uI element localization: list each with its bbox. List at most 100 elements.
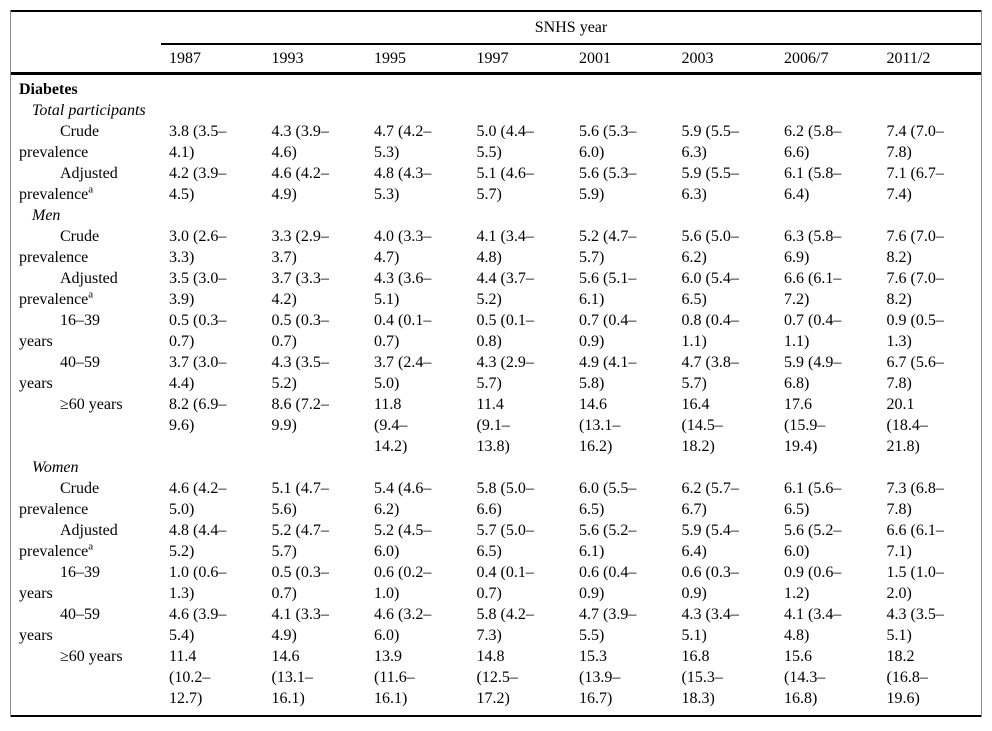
- data-cell: 4.3 (3.4– 5.1): [681, 606, 739, 644]
- empty-cell: [161, 74, 981, 101]
- data-cell: 5.1 (4.7– 5.6): [271, 480, 329, 518]
- data-cell: 5.2 (4.7– 5.7): [271, 522, 329, 560]
- data-cell: 6.3 (5.8– 6.9): [784, 228, 842, 266]
- row-label: Men: [11, 205, 161, 226]
- data-cell: 4.8 (4.3– 5.3): [374, 165, 432, 203]
- data-cell: 6.6 (6.1– 7.1): [886, 522, 944, 560]
- data-cell: 5.0 (4.4– 5.5): [476, 123, 534, 161]
- row-label-text: Women: [32, 459, 79, 476]
- data-cell: 17.6 (15.9– 19.4): [784, 396, 826, 455]
- row-label-text: Crude prevalence: [19, 480, 100, 518]
- row-label-text: Adjusted prevalence: [19, 522, 118, 560]
- footnote-marker: a: [88, 540, 94, 553]
- table-row-data: Adjusted prevalencea 3.5 (3.0– 3.9) 3.7 (3…: [11, 268, 981, 310]
- data-cell: 6.1 (5.6– 6.5): [784, 480, 842, 518]
- year-column-header: 1997: [468, 44, 571, 75]
- row-label-text: Men: [32, 207, 61, 224]
- row-label-text: 40–59 years: [19, 606, 100, 644]
- data-cell: 4.7 (3.9– 5.5): [579, 606, 637, 644]
- row-label: Adjusted prevalencea: [11, 268, 161, 310]
- row-label-text: Adjusted prevalence: [19, 165, 118, 203]
- data-cell: 16.8 (15.3– 18.3): [681, 648, 723, 707]
- data-cell: 0.4 (0.1– 0.7): [374, 312, 432, 350]
- data-cell: 0.6 (0.2– 1.0): [374, 564, 432, 602]
- data-cell: 6.6 (6.1– 7.2): [784, 270, 842, 308]
- table-row-data: ≥60 years 8.2 (6.9– 9.6) 8.6 (7.2– 9.9) 11.…: [11, 394, 981, 457]
- row-label: Crude prevalence: [11, 226, 161, 268]
- year-column-header: 1995: [366, 44, 469, 75]
- data-cell: 3.8 (3.5– 4.1): [169, 123, 227, 161]
- row-label: Adjusted prevalencea: [11, 520, 161, 562]
- prevalence-table: SNHS year 1987 1993 1995 1997 2001 2003 2006/7…: [11, 10, 981, 717]
- data-cell: 0.5 (0.3– 0.7): [169, 312, 227, 350]
- data-cell: 1.0 (0.6– 1.3): [169, 564, 227, 602]
- data-cell: 0.4 (0.1– 0.7): [476, 564, 534, 602]
- data-cell: 5.9 (4.9– 6.8): [784, 354, 842, 392]
- row-label-text: Crude prevalence: [19, 228, 100, 266]
- data-cell: 7.3 (6.8– 7.8): [886, 480, 944, 518]
- data-cell: 5.2 (4.7– 5.7): [579, 228, 637, 266]
- data-cell: 0.9 (0.6– 1.2): [784, 564, 842, 602]
- data-cell: 3.3 (2.9– 3.7): [271, 228, 329, 266]
- table-row-data: 40–59 years 3.7 (3.0– 4.4) 4.3 (3.5– 5.2) 3…: [11, 352, 981, 394]
- data-cell: 8.6 (7.2– 9.9): [271, 396, 329, 434]
- row-label-text: ≥60 years: [60, 396, 123, 413]
- data-cell: 4.6 (3.2– 6.0): [374, 606, 432, 644]
- data-cell: 5.2 (4.5– 6.0): [374, 522, 432, 560]
- table-row-data: Crude prevalence 3.0 (2.6– 3.3) 3.3 (2.9– …: [11, 226, 981, 268]
- row-label: Crude prevalence: [11, 121, 161, 163]
- table-row-data: 16–39 years 0.5 (0.3– 0.7) 0.5 (0.3– 0.7) 0…: [11, 310, 981, 352]
- data-cell: 6.7 (5.6– 7.8): [886, 354, 944, 392]
- table-row-subsection: Women: [11, 457, 981, 478]
- data-cell: 1.5 (1.0– 2.0): [886, 564, 944, 602]
- data-cell: 6.2 (5.7– 6.7): [681, 480, 739, 518]
- data-cell: 5.6 (5.3– 5.9): [579, 165, 637, 203]
- table-header: SNHS year 1987 1993 1995 1997 2001 2003 2006/7…: [11, 11, 981, 75]
- data-cell: 7.1 (6.7– 7.4): [886, 165, 944, 203]
- table-row-data: Adjusted prevalencea 4.8 (4.4– 5.2) 5.2 (4…: [11, 520, 981, 562]
- year-column-header: 2001: [571, 44, 674, 75]
- table-row-data: Adjusted prevalencea 4.2 (3.9– 4.5) 4.6 (4…: [11, 163, 981, 205]
- data-cell: 0.6 (0.4– 0.9): [579, 564, 637, 602]
- data-cell: 4.6 (4.2– 5.0): [169, 480, 227, 518]
- data-cell: 4.3 (3.6– 5.1): [374, 270, 432, 308]
- row-label: Total participants: [11, 100, 161, 121]
- data-cell: 4.8 (4.4– 5.2): [169, 522, 227, 560]
- data-cell: 0.8 (0.4– 1.1): [681, 312, 739, 350]
- row-label: 16–39 years: [11, 562, 161, 604]
- year-column-header: 2003: [673, 44, 776, 75]
- data-cell: 4.1 (3.4– 4.8): [784, 606, 842, 644]
- data-cell: 15.6 (14.3– 16.8): [784, 648, 826, 707]
- data-cell: 5.9 (5.5– 6.3): [681, 123, 739, 161]
- row-label-text: Adjusted prevalence: [19, 270, 118, 308]
- year-column-header: 2011/2: [878, 44, 981, 75]
- data-cell: 3.0 (2.6– 3.3): [169, 228, 227, 266]
- data-cell: 11.8 (9.4– 14.2): [374, 396, 408, 455]
- data-cell: 4.3 (3.5– 5.2): [271, 354, 329, 392]
- year-column-header: 1993: [263, 44, 366, 75]
- year-header-row: 1987 1993 1995 1997 2001 2003 2006/7 2011/2: [11, 44, 981, 75]
- data-cell: 0.5 (0.1– 0.8): [476, 312, 534, 350]
- data-cell: 4.1 (3.4– 4.8): [476, 228, 534, 266]
- data-cell: 5.6 (5.1– 6.1): [579, 270, 637, 308]
- data-cell: 4.6 (4.2– 4.9): [271, 165, 329, 203]
- row-label-text: Diabetes: [19, 81, 78, 98]
- data-cell: 5.6 (5.0– 6.2): [681, 228, 739, 266]
- year-column-header: 2006/7: [776, 44, 879, 75]
- data-cell: 5.8 (5.0– 6.6): [476, 480, 534, 518]
- data-cell: 0.7 (0.4– 0.9): [579, 312, 637, 350]
- row-label: ≥60 years: [11, 646, 161, 716]
- data-cell: 0.5 (0.3– 0.7): [271, 564, 329, 602]
- data-cell: 7.6 (7.0– 8.2): [886, 228, 944, 266]
- table-row-subsection: Total participants: [11, 100, 981, 121]
- data-cell: 11.4 (10.2– 12.7): [169, 648, 211, 707]
- data-cell: 6.1 (5.8– 6.4): [784, 165, 842, 203]
- table-row-data: Crude prevalence 3.8 (3.5– 4.1) 4.3 (3.9– …: [11, 121, 981, 163]
- data-cell: 14.6 (13.1– 16.2): [579, 396, 621, 455]
- data-cell: 0.6 (0.3– 0.9): [681, 564, 739, 602]
- data-cell: 5.4 (4.6– 6.2): [374, 480, 432, 518]
- data-cell: 5.6 (5.2– 6.0): [784, 522, 842, 560]
- data-cell: 5.9 (5.5– 6.3): [681, 165, 739, 203]
- data-cell: 5.9 (5.4– 6.4): [681, 522, 739, 560]
